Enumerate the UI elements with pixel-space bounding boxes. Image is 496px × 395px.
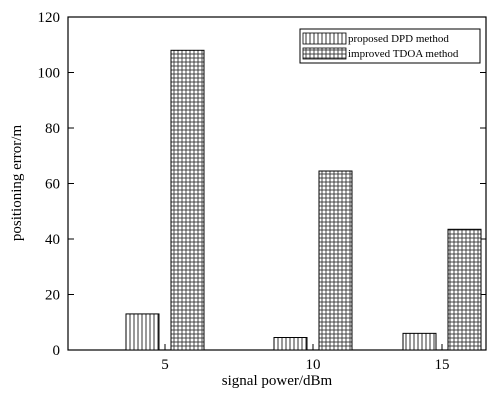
bar-proposed-dpd: [402, 332, 437, 351]
legend-swatch-dpd: [302, 32, 347, 45]
x-tick-label: 5: [161, 357, 169, 373]
y-tick-label: 20: [45, 288, 60, 304]
y-tick-label: 0: [53, 343, 61, 359]
bar-improved-tdoa: [447, 228, 482, 351]
y-axis-title: positioning error/m: [9, 125, 25, 242]
y-axis-ticks: 0 20 40 60 80 100 120: [38, 10, 486, 359]
legend-swatch-tdoa: [302, 47, 347, 60]
bar-proposed-dpd: [273, 337, 308, 351]
legend: proposed DPD method improved TDOA method: [299, 28, 481, 64]
legend-label-dpd: proposed DPD method: [348, 33, 449, 45]
x-tick-label: 10: [306, 357, 321, 373]
bar-proposed-dpd: [125, 313, 160, 351]
y-tick-label: 100: [38, 66, 61, 82]
x-tick-label: 15: [435, 357, 450, 373]
bar-improved-tdoa: [318, 170, 353, 351]
y-tick-label: 80: [45, 121, 60, 137]
bar-improved-tdoa: [170, 49, 205, 351]
x-axis-title: signal power/dBm: [222, 373, 333, 389]
x-axis-ticks: 5 10 15: [161, 344, 450, 373]
y-tick-label: 60: [45, 177, 60, 193]
legend-label-tdoa: improved TDOA method: [348, 48, 459, 60]
y-tick-label: 120: [38, 10, 61, 26]
bars-group: [125, 49, 482, 351]
plot-frame: [67, 16, 487, 351]
y-tick-label: 40: [45, 232, 60, 248]
